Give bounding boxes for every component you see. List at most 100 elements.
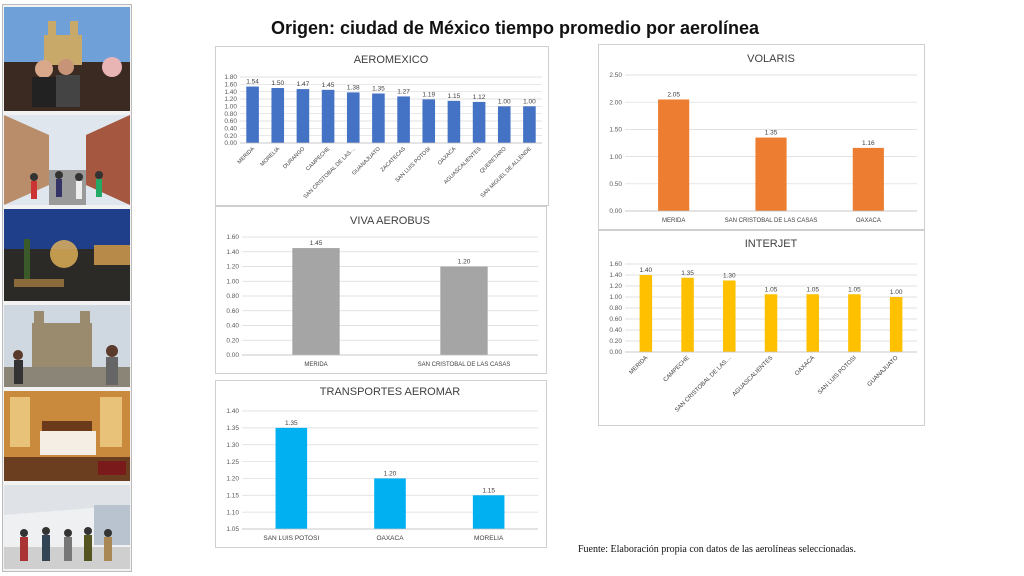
bar (296, 89, 310, 143)
x-tick-label: SAN LUIS POTOSI (817, 355, 858, 396)
y-tick-label: 1.00 (609, 154, 622, 161)
photo-terrace-night-city (4, 209, 130, 301)
y-tick-label: 0.40 (226, 323, 239, 330)
y-tick-label: 1.10 (226, 509, 239, 516)
chart-svg-volaris: VOLARIS 0.00 0.50 1.00 1.50 2.00 2.50 2.05 MERID… (609, 53, 917, 224)
photo-colonial-street-crowd (4, 115, 130, 205)
data-label: 1.20 (458, 259, 471, 266)
x-tick-label: MERIDA (629, 355, 650, 376)
source-note: Fuente: Elaboración propia con datos de … (578, 544, 856, 555)
y-tick-label: 1.40 (226, 249, 239, 256)
y-tick-label: 1.20 (226, 264, 239, 271)
y-tick-label: 1.40 (226, 408, 239, 415)
x-tick-label: DURANGO (282, 146, 307, 171)
photo-hotel-room (4, 391, 130, 481)
bar (321, 89, 335, 143)
x-tick-label: ZACATECAS (380, 146, 408, 174)
bar (723, 280, 736, 352)
bar (848, 294, 861, 352)
data-label: 2.05 (667, 91, 680, 98)
bar (246, 86, 259, 143)
photo-people-rooftop-cathedral (4, 7, 130, 111)
data-label: 1.12 (473, 94, 486, 101)
x-tick-label: SAN CRISTOBAL DE LAS CASAS (725, 218, 818, 224)
chart-svg-aeromexico: AEROMEXICO0.000.200.400.600.801.001.201.… (224, 54, 542, 200)
y-tick-label: 1.15 (226, 492, 239, 499)
x-tick-label: CAMPECHE (305, 146, 332, 173)
data-label: 1.05 (848, 286, 861, 293)
y-tick-label: 0.60 (224, 118, 237, 125)
y-tick-label: 1.25 (226, 459, 239, 466)
chart-transportes-aeromar: TRANSPORTES AEROMAR 1.05 1.10 1.15 1.20 1.25 1… (215, 380, 547, 548)
bar (472, 101, 486, 143)
chart-title: INTERJET (745, 238, 798, 250)
bar (372, 93, 385, 143)
y-tick-label: 1.60 (224, 82, 237, 89)
y-tick-label: 0.80 (224, 111, 237, 118)
x-tick-label: OAXACA (376, 535, 404, 542)
x-tick-label: SAN CRISTOBAL DE LAS… (303, 146, 357, 200)
x-tick-label: MERIDA (237, 146, 257, 166)
y-tick-label: 0.60 (609, 316, 622, 323)
data-label: 1.50 (271, 80, 284, 87)
chart-title: VIVA AEROBUS (350, 215, 430, 227)
y-tick-label: 0.00 (609, 349, 622, 356)
y-tick-label: 0.50 (609, 181, 622, 188)
y-tick-label: 0.80 (226, 293, 239, 300)
data-label: 1.15 (482, 487, 495, 494)
data-label: 1.35 (765, 130, 778, 137)
bar (346, 92, 360, 143)
y-tick-label: 1.20 (609, 283, 622, 290)
x-tick-label: OAXACA (856, 218, 881, 224)
x-tick-label: MERIDA (304, 362, 327, 368)
y-tick-label: 1.20 (226, 476, 239, 483)
x-tick-label: CAMPECHE (663, 355, 691, 383)
data-label: 1.45 (322, 82, 335, 89)
y-tick-label: 2.50 (609, 72, 622, 79)
y-tick-label: 1.30 (226, 442, 239, 449)
y-tick-label: 1.40 (609, 272, 622, 279)
bar (271, 88, 285, 143)
photo-church-plaza-tourists (4, 305, 130, 387)
y-tick-label: 1.60 (226, 234, 239, 241)
bar (806, 294, 819, 352)
chart-title: AEROMEXICO (354, 54, 429, 66)
bar (397, 96, 410, 143)
y-tick-label: 0.00 (226, 352, 239, 359)
data-label: 1.00 (523, 98, 536, 105)
bar (275, 427, 308, 529)
bar (497, 106, 511, 143)
data-label: 1.00 (890, 289, 903, 296)
chart-title: TRANSPORTES AEROMAR (320, 386, 460, 398)
photo-strip (2, 4, 132, 572)
y-tick-label: 0.80 (609, 305, 622, 312)
y-tick-label: 1.00 (609, 294, 622, 301)
bar (755, 137, 787, 211)
data-label: 1.00 (498, 98, 511, 105)
photo-mall-shoppers (4, 485, 130, 569)
data-label: 1.05 (806, 286, 819, 293)
x-tick-label: OAXACA (437, 146, 458, 167)
chart-svg-viva-aerobus: VIVA AEROBUS 0.00 0.20 0.40 0.60 0.80 1.00 1.20… (226, 215, 538, 368)
y-tick-label: 0.20 (224, 133, 237, 140)
x-tick-label: MORELIA (474, 535, 504, 542)
data-label: 1.35 (285, 420, 298, 427)
data-label: 1.35 (372, 86, 385, 93)
data-label: 1.38 (347, 84, 360, 91)
chart-svg-interjet: INTERJET 0.00 0.20 0.40 0.60 0.80 1.00 1.20 1.40… (609, 238, 917, 414)
data-label: 1.19 (422, 91, 435, 98)
y-tick-label: 0.20 (609, 338, 622, 345)
data-label: 1.40 (640, 267, 653, 274)
bar (292, 248, 340, 355)
bar (374, 478, 406, 529)
data-label: 1.15 (448, 93, 461, 100)
data-label: 1.35 (681, 270, 694, 277)
y-tick-label: 1.80 (224, 74, 237, 81)
chart-volaris: VOLARIS 0.00 0.50 1.00 1.50 2.00 2.50 2.05 MERID… (598, 44, 925, 230)
bar (764, 294, 778, 352)
data-label: 1.20 (384, 470, 397, 477)
data-label: 1.54 (246, 79, 259, 86)
bar (523, 106, 536, 143)
y-tick-label: 1.35 (226, 425, 239, 432)
bar (472, 495, 505, 529)
